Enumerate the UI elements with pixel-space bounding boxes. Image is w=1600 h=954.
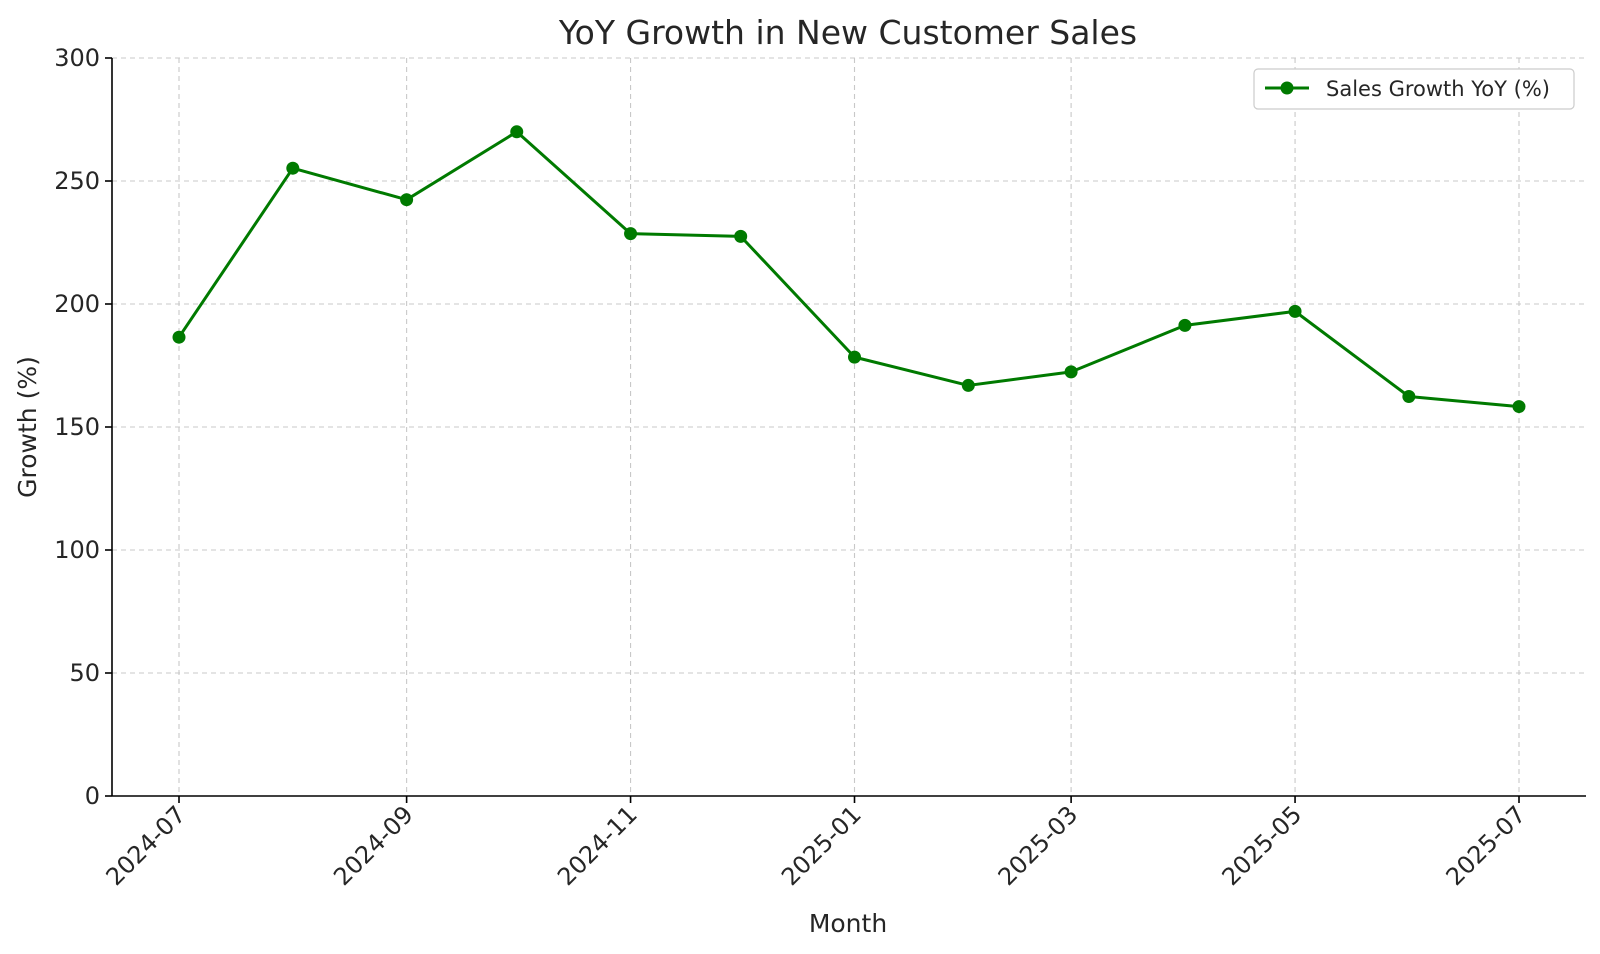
- legend-box: [1253, 68, 1575, 110]
- x-tick-label: 2025-03: [993, 800, 1084, 891]
- x-tick-label: 2024-07: [101, 800, 192, 891]
- legend: Sales Growth YoY (%): [1253, 68, 1575, 110]
- series-line: [177, 130, 1520, 409]
- axes: [105, 57, 1586, 803]
- x-tick-label: 2024-09: [328, 800, 419, 891]
- grid: [112, 57, 1586, 796]
- x-tick-label: 2024-11: [552, 800, 643, 891]
- data-point: [400, 193, 414, 207]
- series-group: [172, 125, 1526, 414]
- x-axis-label: Month: [809, 909, 887, 938]
- y-tick-label: 150: [54, 413, 100, 441]
- data-point: [1178, 318, 1192, 332]
- y-tick-label: 50: [69, 659, 100, 687]
- y-tick-label: 100: [54, 536, 100, 564]
- x-tick-label: 2025-01: [776, 800, 867, 891]
- data-point: [1512, 400, 1526, 414]
- data-point: [172, 330, 186, 344]
- data-point: [286, 161, 300, 175]
- data-point: [961, 378, 975, 392]
- y-tick-label: 200: [54, 290, 100, 318]
- x-tick-label: 2025-07: [1441, 800, 1532, 891]
- x-tick-labels: 2024-07 2024-09 2024-11 2025-01 2025-03 2025-…: [101, 800, 1532, 891]
- data-point: [510, 125, 524, 139]
- data-point: [1288, 304, 1302, 318]
- y-tick-label: 300: [54, 44, 100, 72]
- y-tick-labels: 0 50 100 150 200 250 300: [54, 44, 100, 810]
- data-point: [848, 350, 862, 364]
- data-point: [1402, 389, 1416, 403]
- legend-entry-label: Sales Growth YoY (%): [1326, 77, 1550, 101]
- data-point: [624, 227, 638, 241]
- y-tick-label: 250: [54, 167, 100, 195]
- x-tick-label: 2025-05: [1217, 800, 1308, 891]
- legend-marker-sample: [1280, 81, 1294, 95]
- data-point: [1064, 365, 1078, 379]
- data-point: [734, 229, 748, 243]
- chart-title: YoY Growth in New Customer Sales: [558, 13, 1137, 52]
- y-axis-label: Growth (%): [13, 356, 42, 498]
- y-tick-label: 0: [85, 782, 100, 810]
